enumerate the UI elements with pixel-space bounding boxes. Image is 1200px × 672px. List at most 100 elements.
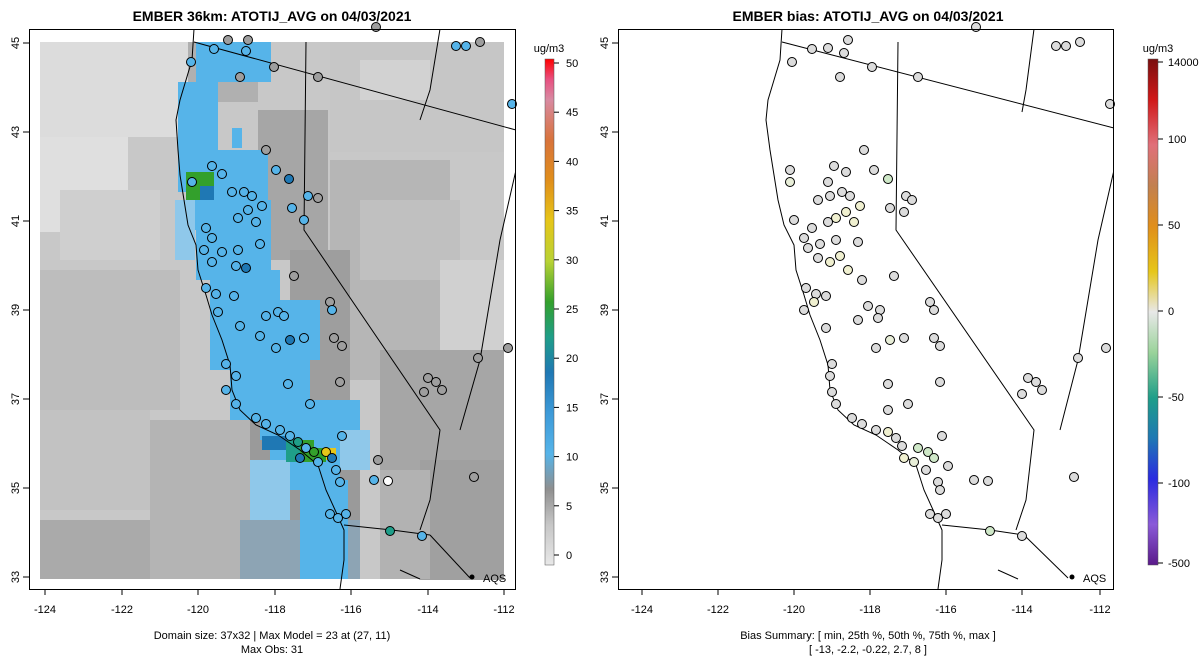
- obs-point: [299, 215, 309, 225]
- left-colorbar: ug/m3 0 5 10 15 20 25 30 35 40 45 50: [534, 43, 578, 566]
- right-map-frame: [618, 29, 1114, 590]
- obs-point: [469, 472, 479, 482]
- obs-point: [221, 359, 231, 369]
- right-colorbar-tick-label: 100: [1168, 134, 1186, 146]
- bias-point: [835, 251, 845, 261]
- obs-point: [221, 385, 231, 395]
- right-y-tick-label: 35: [599, 482, 611, 494]
- bias-point: [903, 399, 913, 409]
- obs-point: [231, 261, 241, 271]
- obs-point: [475, 37, 485, 47]
- obs-point: [211, 289, 221, 299]
- obs-point: [327, 305, 337, 315]
- left-colorbar-gradient: [544, 58, 555, 566]
- left-map-panel: EMBER 36km: ATOTIJ_AVG on 04/03/2021: [10, 8, 517, 656]
- right-colorbar-tick-label: 14000: [1168, 57, 1199, 69]
- obs-point: [241, 263, 251, 273]
- obs-point: [243, 35, 253, 45]
- obs-point: [229, 291, 239, 301]
- bias-point: [1105, 99, 1115, 109]
- bias-point: [799, 305, 809, 315]
- bias-point: [925, 509, 935, 519]
- right-footer-line2: [ -13, -2.2, -0.22, 2.7, 8 ]: [809, 644, 927, 656]
- bias-point: [933, 513, 943, 523]
- left-x-tick-label: -116: [340, 604, 361, 616]
- obs-point: [217, 169, 227, 179]
- left-y-tick-label: 37: [10, 393, 22, 405]
- bias-point: [789, 215, 799, 225]
- left-colorbar-tick-label: 0: [566, 550, 572, 562]
- bias-point: [859, 145, 869, 155]
- bias-point: [855, 201, 865, 211]
- right-x-tick-label: -122: [707, 604, 729, 616]
- obs-point: [261, 311, 271, 321]
- obs-point: [303, 191, 313, 201]
- bias-point: [983, 476, 993, 486]
- left-x-tick-label: -124: [34, 604, 56, 616]
- bias-point: [935, 377, 945, 387]
- bias-point: [825, 191, 835, 201]
- right-y-tick-label: 45: [599, 37, 611, 49]
- bias-point: [829, 161, 839, 171]
- obs-point: [231, 371, 241, 381]
- bias-point: [831, 399, 841, 409]
- obs-point: [186, 57, 196, 67]
- left-axes: -124 -122 -120 -118 -116 -114 -112 33 35 37 39 41 43…: [10, 37, 515, 616]
- obs-point: [337, 341, 347, 351]
- right-observation-points: [785, 22, 1115, 541]
- left-aqs-label: AQS: [483, 573, 506, 585]
- bias-point: [871, 343, 881, 353]
- bias-point: [1017, 389, 1027, 399]
- bias-point: [913, 72, 923, 82]
- obs-point: [371, 22, 381, 32]
- obs-point: [309, 447, 319, 457]
- obs-point: [251, 413, 261, 423]
- bias-point: [869, 165, 879, 175]
- bias-point: [1037, 385, 1047, 395]
- bias-point: [857, 419, 867, 429]
- bias-point: [935, 485, 945, 495]
- obs-point: [431, 377, 441, 387]
- bias-point: [839, 48, 849, 58]
- bias-point: [853, 315, 863, 325]
- obs-point: [451, 41, 461, 51]
- bias-point: [889, 271, 899, 281]
- bias-point: [929, 305, 939, 315]
- bias-point: [897, 441, 907, 451]
- obs-point: [269, 62, 279, 72]
- bias-point: [827, 387, 837, 397]
- bias-point: [823, 43, 833, 53]
- bias-point: [885, 203, 895, 213]
- right-footer-line1: Bias Summary: [ min, 25th %, 50th %, 75t…: [740, 630, 996, 642]
- obs-point: [207, 161, 217, 171]
- right-map-panel: EMBER bias: ATOTIJ_AVG on 04/03/2021: [599, 8, 1115, 656]
- bias-point: [831, 235, 841, 245]
- obs-point: [335, 477, 345, 487]
- bias-point: [807, 44, 817, 54]
- bias-point: [921, 465, 931, 475]
- bias-point: [835, 72, 845, 82]
- bias-point: [873, 313, 883, 323]
- bias-point: [863, 301, 873, 311]
- bias-point: [1017, 531, 1027, 541]
- bias-point: [923, 447, 933, 457]
- obs-point: [207, 233, 217, 243]
- left-y-tick-label: 35: [10, 482, 22, 494]
- bias-point: [823, 217, 833, 227]
- bias-point: [831, 213, 841, 223]
- bias-point: [813, 195, 823, 205]
- obs-point: [243, 205, 253, 215]
- left-colorbar-tick-label: 15: [566, 402, 578, 414]
- bias-point: [871, 425, 881, 435]
- bias-point: [929, 453, 939, 463]
- bias-point: [883, 379, 893, 389]
- obs-point: [187, 177, 197, 187]
- bias-point: [909, 457, 919, 467]
- obs-point: [217, 247, 227, 257]
- right-y-tick-label: 37: [599, 393, 611, 405]
- obs-point: [199, 245, 209, 255]
- obs-point: [255, 331, 265, 341]
- bias-point: [1051, 41, 1061, 51]
- obs-point: [287, 203, 297, 213]
- obs-point: [313, 457, 323, 467]
